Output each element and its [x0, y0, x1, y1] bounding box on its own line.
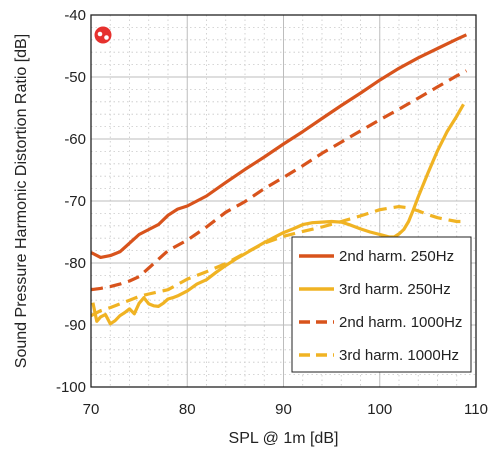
y-tick-label: -100: [56, 379, 86, 396]
legend-label-3rd-harm-1000hz: 3rd harm. 1000Hz: [339, 347, 459, 364]
x-tick-label: 70: [83, 401, 100, 418]
legend-box: [291, 236, 472, 373]
tick-layer: 70 80 90 100 110 -40 -50 -60 -70 -80 -90 -100: [56, 7, 488, 418]
plot-frame: [90, 14, 477, 388]
red-circle-logo: [94, 26, 112, 44]
series-layer: [90, 33, 468, 326]
legend-label-2nd-harm-250hz: 2nd harm. 250Hz: [339, 248, 454, 265]
y-tick-label: -70: [64, 193, 86, 210]
y-tick-label: -40: [64, 7, 86, 24]
y-tick-label: -90: [64, 317, 86, 334]
legend: 2nd harm. 250Hz 3rd harm. 250Hz 2nd harm…: [291, 236, 472, 373]
legend-label-3rd-harm-250hz: 3rd harm. 250Hz: [339, 281, 451, 298]
series-line-2nd-harm-1000hz: [90, 69, 468, 292]
y-axis-label: Sound Pressure Harmonic Distortion Ratio…: [13, 34, 30, 368]
series-line-2nd-harm-250hz: [90, 33, 468, 259]
x-tick-label: 110: [464, 401, 488, 418]
y-tick-label: -80: [64, 255, 86, 272]
y-tick-label: -50: [64, 69, 86, 86]
x-tick-label: 100: [367, 401, 392, 418]
x-tick-label: 80: [179, 401, 196, 418]
series-line-3rd-harm-1000hz: [90, 205, 467, 318]
y-tick-label: -60: [64, 131, 86, 148]
x-axis-label: SPL @ 1m [dB]: [229, 430, 339, 447]
legend-label-2nd-harm-1000hz: 2nd harm. 1000Hz: [339, 314, 462, 331]
x-tick-label: 90: [275, 401, 292, 418]
